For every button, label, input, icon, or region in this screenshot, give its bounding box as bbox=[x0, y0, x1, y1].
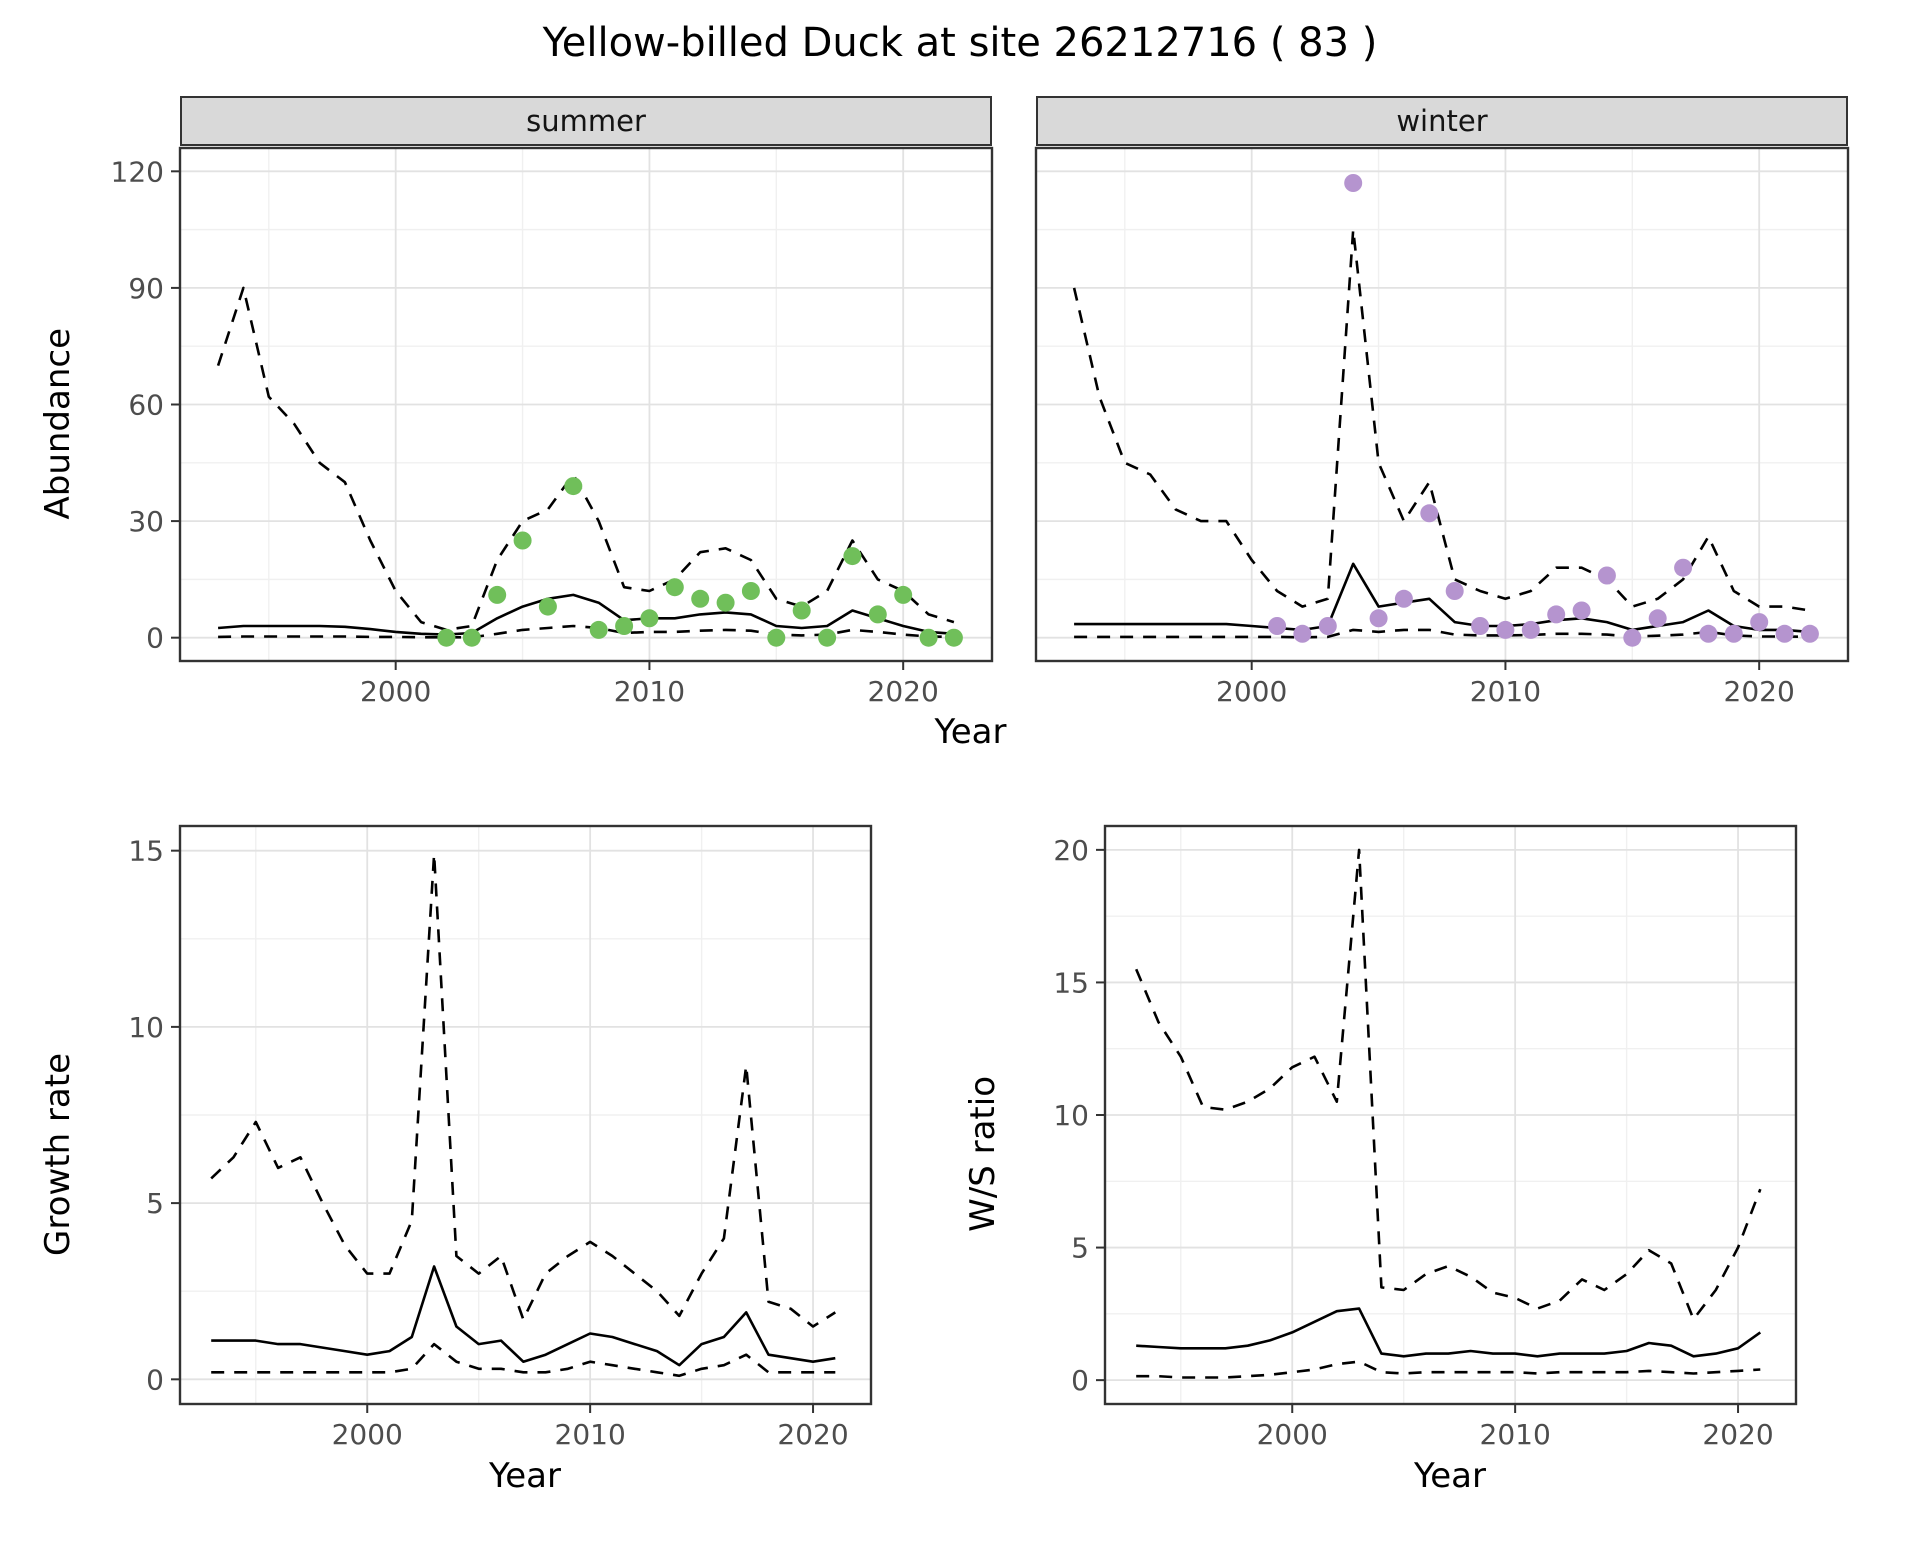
svg-text:60: 60 bbox=[128, 389, 164, 422]
svg-text:2020: 2020 bbox=[1724, 675, 1795, 706]
ws-ylabel-column: W/S ratio bbox=[955, 812, 1010, 1496]
abundance-row: Abundance summer 2000 2010 2020 0 30 60 90 120 … bbox=[30, 96, 1890, 752]
ws-ratio-plot: 2000 2010 2020 0 5 10 15 20 bbox=[1053, 824, 1798, 1451]
svg-text:90: 90 bbox=[128, 272, 164, 305]
ws-xaxis-title: Year bbox=[1414, 1456, 1486, 1496]
growth-xaxis-title: Year bbox=[489, 1456, 561, 1496]
svg-text:15: 15 bbox=[1053, 966, 1089, 999]
plot-page: Yellow-billed Duck at site 26212716 ( 83… bbox=[30, 20, 1890, 1496]
svg-text:120: 120 bbox=[111, 155, 164, 188]
abundance-summer-plot: 2000 2010 2020 0 30 60 90 120 bbox=[111, 146, 994, 706]
growth-ylabel-column: Growth rate bbox=[30, 812, 85, 1496]
svg-text:2000: 2000 bbox=[332, 1418, 403, 1451]
abundance-xaxis-title: Year bbox=[934, 712, 1007, 752]
svg-text:2010: 2010 bbox=[1480, 1418, 1551, 1451]
derived-metrics-row: Growth rate 2000 2010 2020 0 5 10 15 Year W/S … bbox=[30, 812, 1890, 1496]
facet-summer: summer 2000 2010 2020 0 30 60 90 120 bbox=[85, 96, 1000, 706]
svg-text:5: 5 bbox=[146, 1187, 164, 1220]
svg-text:2020: 2020 bbox=[868, 675, 939, 706]
abundance-ylabel-column: Abundance bbox=[30, 96, 85, 752]
abundance-winter-plot: 2000 2010 2020 bbox=[1034, 146, 1850, 706]
facet-strip-summer: summer bbox=[180, 96, 992, 146]
svg-text:2020: 2020 bbox=[1702, 1418, 1773, 1451]
growth-rate-subplot: Growth rate 2000 2010 2020 0 5 10 15 Year bbox=[30, 812, 885, 1496]
svg-text:0: 0 bbox=[146, 1363, 164, 1396]
svg-text:2010: 2010 bbox=[614, 675, 685, 706]
svg-text:10: 10 bbox=[128, 1011, 164, 1044]
svg-text:0: 0 bbox=[146, 622, 164, 655]
svg-text:2000: 2000 bbox=[360, 675, 431, 706]
ws-axis-title: W/S ratio bbox=[962, 1076, 1003, 1232]
svg-text:2020: 2020 bbox=[777, 1418, 848, 1451]
facet-strip-winter: winter bbox=[1036, 96, 1848, 146]
page-title: Yellow-billed Duck at site 26212716 ( 83… bbox=[542, 20, 1378, 66]
growth-plot-column: 2000 2010 2020 0 5 10 15 Year bbox=[85, 812, 885, 1496]
svg-text:20: 20 bbox=[1053, 834, 1089, 867]
svg-text:2000: 2000 bbox=[1216, 675, 1287, 706]
growth-rate-plot: 2000 2010 2020 0 5 10 15 bbox=[128, 824, 873, 1451]
ws-plot-column: 2000 2010 2020 0 5 10 15 20 Year bbox=[1010, 812, 1810, 1496]
facet-panels: summer 2000 2010 2020 0 30 60 90 120 winter 200… bbox=[85, 96, 1856, 706]
facets-wrap: summer 2000 2010 2020 0 30 60 90 120 winter 200… bbox=[85, 96, 1856, 752]
abundance-axis-title: Abundance bbox=[37, 328, 78, 520]
svg-text:2010: 2010 bbox=[1470, 675, 1541, 706]
svg-text:15: 15 bbox=[128, 835, 164, 868]
svg-text:10: 10 bbox=[1053, 1099, 1089, 1132]
svg-text:0: 0 bbox=[1071, 1364, 1089, 1397]
svg-text:30: 30 bbox=[128, 505, 164, 538]
svg-text:2000: 2000 bbox=[1257, 1418, 1328, 1451]
facet-winter: winter 2000 2010 2020 bbox=[1026, 96, 1856, 706]
svg-text:2010: 2010 bbox=[555, 1418, 626, 1451]
growth-axis-title: Growth rate bbox=[37, 1052, 78, 1256]
ws-ratio-subplot: W/S ratio 2000 2010 2020 0 5 10 15 20 Year bbox=[955, 812, 1810, 1496]
svg-text:5: 5 bbox=[1071, 1232, 1089, 1265]
